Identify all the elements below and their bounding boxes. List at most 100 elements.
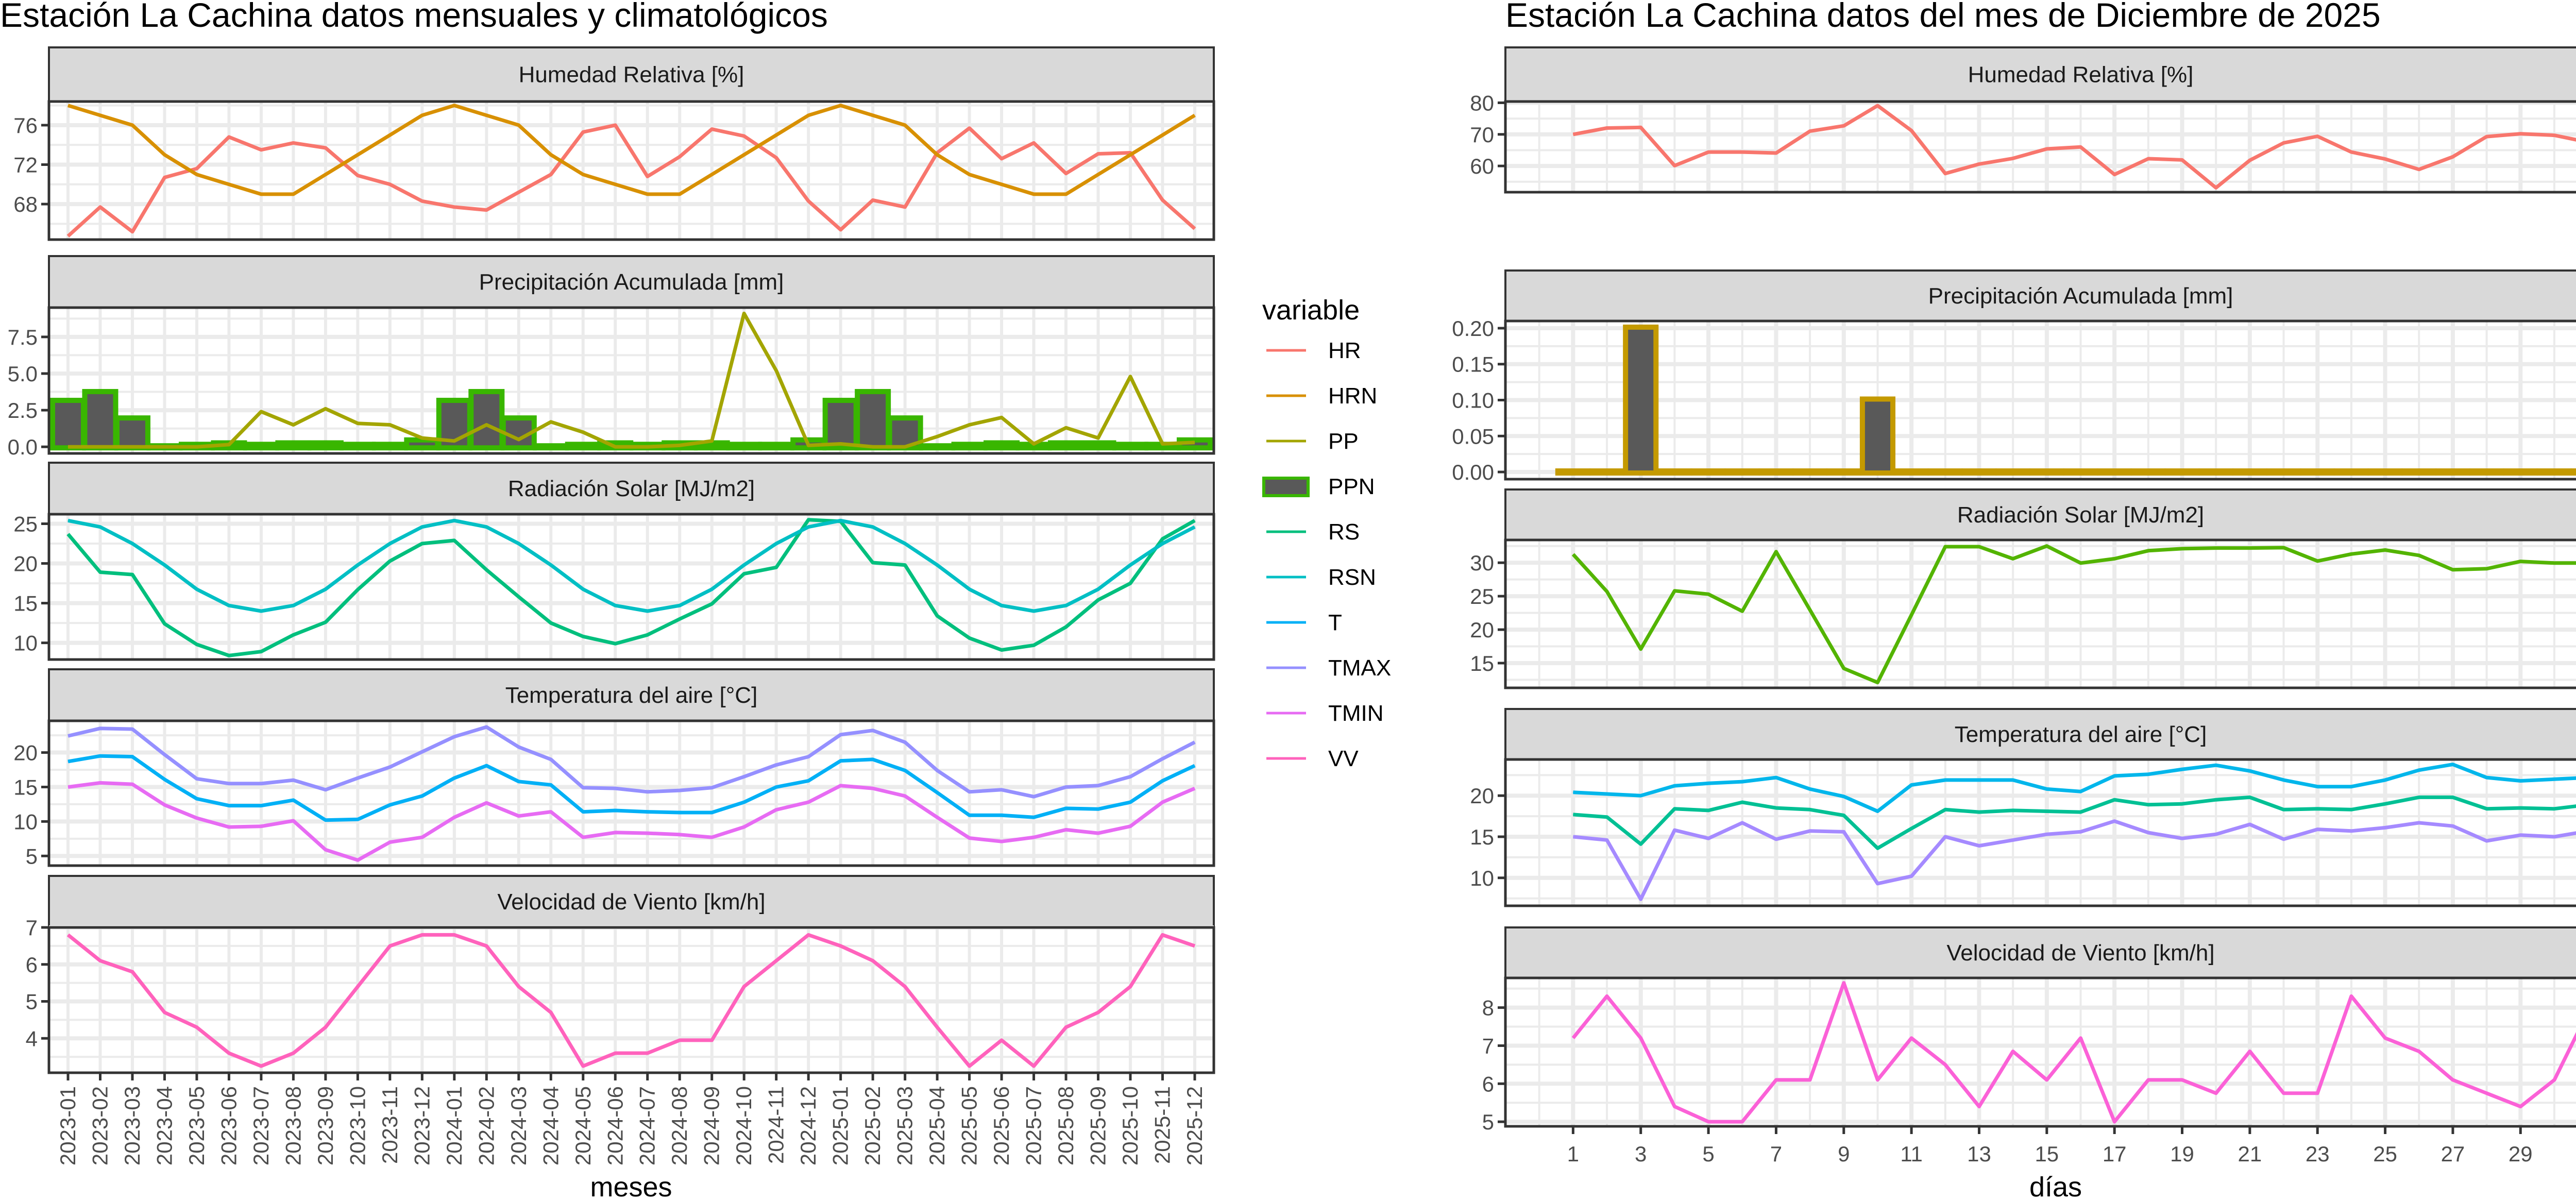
point-t-2025-07 [1033,817,1035,818]
point-rs-2025-07 [1033,645,1035,646]
bar-ppn-2024-04 [533,443,569,451]
panel-strip-label: Humedad Relativa [%] [1968,62,2194,88]
bar-ppn-2025-05 [951,442,988,451]
point-tmax-2024-12 [808,756,809,757]
series-line-vv [66,933,1196,1068]
point-tmax-10 [1877,811,1878,812]
point-tmax-17 [2114,775,2115,776]
legend-label: TMAX [1328,655,1391,681]
point-t-2024-09 [711,812,713,813]
bar-pp-18 [2130,468,2166,476]
legend-item-vv: VV [1266,746,1359,771]
bar-pp-29 [2502,468,2538,476]
panel-3: Temperatura del aire [°C] 5 10 15 20 [13,668,1215,868]
point-rs-2023-05 [196,644,197,645]
point-t-28 [2486,808,2487,809]
panel-border [47,513,1215,661]
panel-strip-label: Radiación Solar [MJ/m2] [1957,502,2204,528]
point-tmax-23 [2317,786,2318,787]
legend-item-pp: PP [1266,429,1359,454]
point-tmin-2025-07 [1033,837,1035,838]
panel-strip [1504,46,2576,103]
legend-label: HR [1328,338,1361,363]
point-hrn-2023-11 [389,134,391,136]
point-rs-2025-10 [1130,583,1131,584]
bar-ppn-2023-11 [371,442,408,451]
bar-ppn-2023-10 [340,442,376,451]
panel-border [1504,319,2576,481]
point-tmin-2025-01 [840,785,841,786]
bar-ppn-2023-12 [404,437,440,451]
bar-pp-27 [2435,468,2471,476]
panel-strip [1504,926,2576,979]
point-t-21 [2249,797,2250,798]
point-t-4 [1674,808,1675,809]
point-tmax-5 [1708,783,1709,784]
point-tmax-2024-07 [647,791,648,792]
point-hr-2025-01 [840,229,841,230]
y-tick-label: 0.20 [1452,316,1494,341]
y-tick-label: 0.15 [1452,352,1494,377]
bar-ppn-2023-03 [114,415,150,451]
point-rs-2023-04 [164,623,165,624]
y-tick-label: 20 [1470,784,1494,808]
point-hr-10 [1877,105,1878,106]
bar-pp-9 [1826,468,1862,476]
plot-background [1505,978,2576,1126]
bar-ppn-2025-04 [919,443,956,451]
bar-pp-25 [2367,468,2403,476]
point-tmax-27 [2452,764,2453,765]
series-line-hrn [67,104,1196,196]
panel-strip-label: Velocidad de Viento [km/h] [1946,940,2214,966]
bar-pp-14 [1995,468,2031,476]
panel-strip-label: Radiación Solar [MJ/m2] [508,476,755,501]
point-tmax-2025-10 [1130,776,1131,777]
point-rsn-2023-01 [67,520,69,521]
legend-label: PP [1328,429,1359,454]
x-axis: 135791113151719212325272931 [1567,1126,2533,1166]
bar-ppn-2025-08 [1048,440,1084,451]
point-tmin-23 [2317,829,2318,830]
x-tick-label: 2025-08 [1054,1086,1078,1165]
point-t-15 [2046,811,2047,812]
point-vv-2024-02 [486,945,487,947]
bar-pp-4 [1656,468,1692,476]
x-tick-label: 7 [1770,1142,1782,1166]
point-hrn-2025-11 [1162,134,1163,136]
panel-border [1504,538,2576,689]
monthly-x-axis-title: meses [590,1172,672,1200]
x-tick-label: 2025-03 [893,1086,917,1165]
legend-label: TMIN [1328,701,1384,726]
point-t-2023-01 [67,761,69,762]
y-tick-label: 4 [26,1026,38,1051]
point-vv-2023-04 [164,1012,165,1013]
x-tick-label: 2024-02 [474,1086,498,1165]
point-rs-28 [2486,568,2487,569]
y-tick-label: 80 [1470,91,1494,115]
y-tick-label: 15 [1470,651,1494,675]
point-hrn-2024-09 [711,174,713,175]
bar-pp-3 [1623,324,1659,476]
legend-item-tmax: TMAX [1266,655,1391,681]
y-tick-label: 0.00 [1452,460,1494,484]
y-tick-label: 76 [13,113,38,138]
panel-border [1504,100,2576,194]
point-tmax-2024-06 [615,788,616,789]
point-tmax-2023-04 [164,754,165,755]
panel-border [47,100,1215,241]
y-tick-label: 0.0 [8,435,38,459]
x-tick-label: 2024-12 [796,1086,820,1165]
y-tick-label: 15 [13,775,38,799]
bar-pp-22 [2266,468,2302,476]
series-line-tmax [67,725,1196,799]
point-pp-2024-12 [808,445,809,446]
point-t-23 [2317,808,2318,809]
bar-pp-23 [2299,468,2335,476]
point-rsn-2025-01 [840,520,841,521]
point-tmax-16 [2080,791,2081,792]
point-rs-4 [1674,590,1675,591]
point-hrn-2025-01 [840,105,841,106]
bar-ppn-2025-06 [984,440,1020,451]
bar-ppn-2025-02 [855,388,891,451]
point-tmax-9 [1843,796,1844,797]
